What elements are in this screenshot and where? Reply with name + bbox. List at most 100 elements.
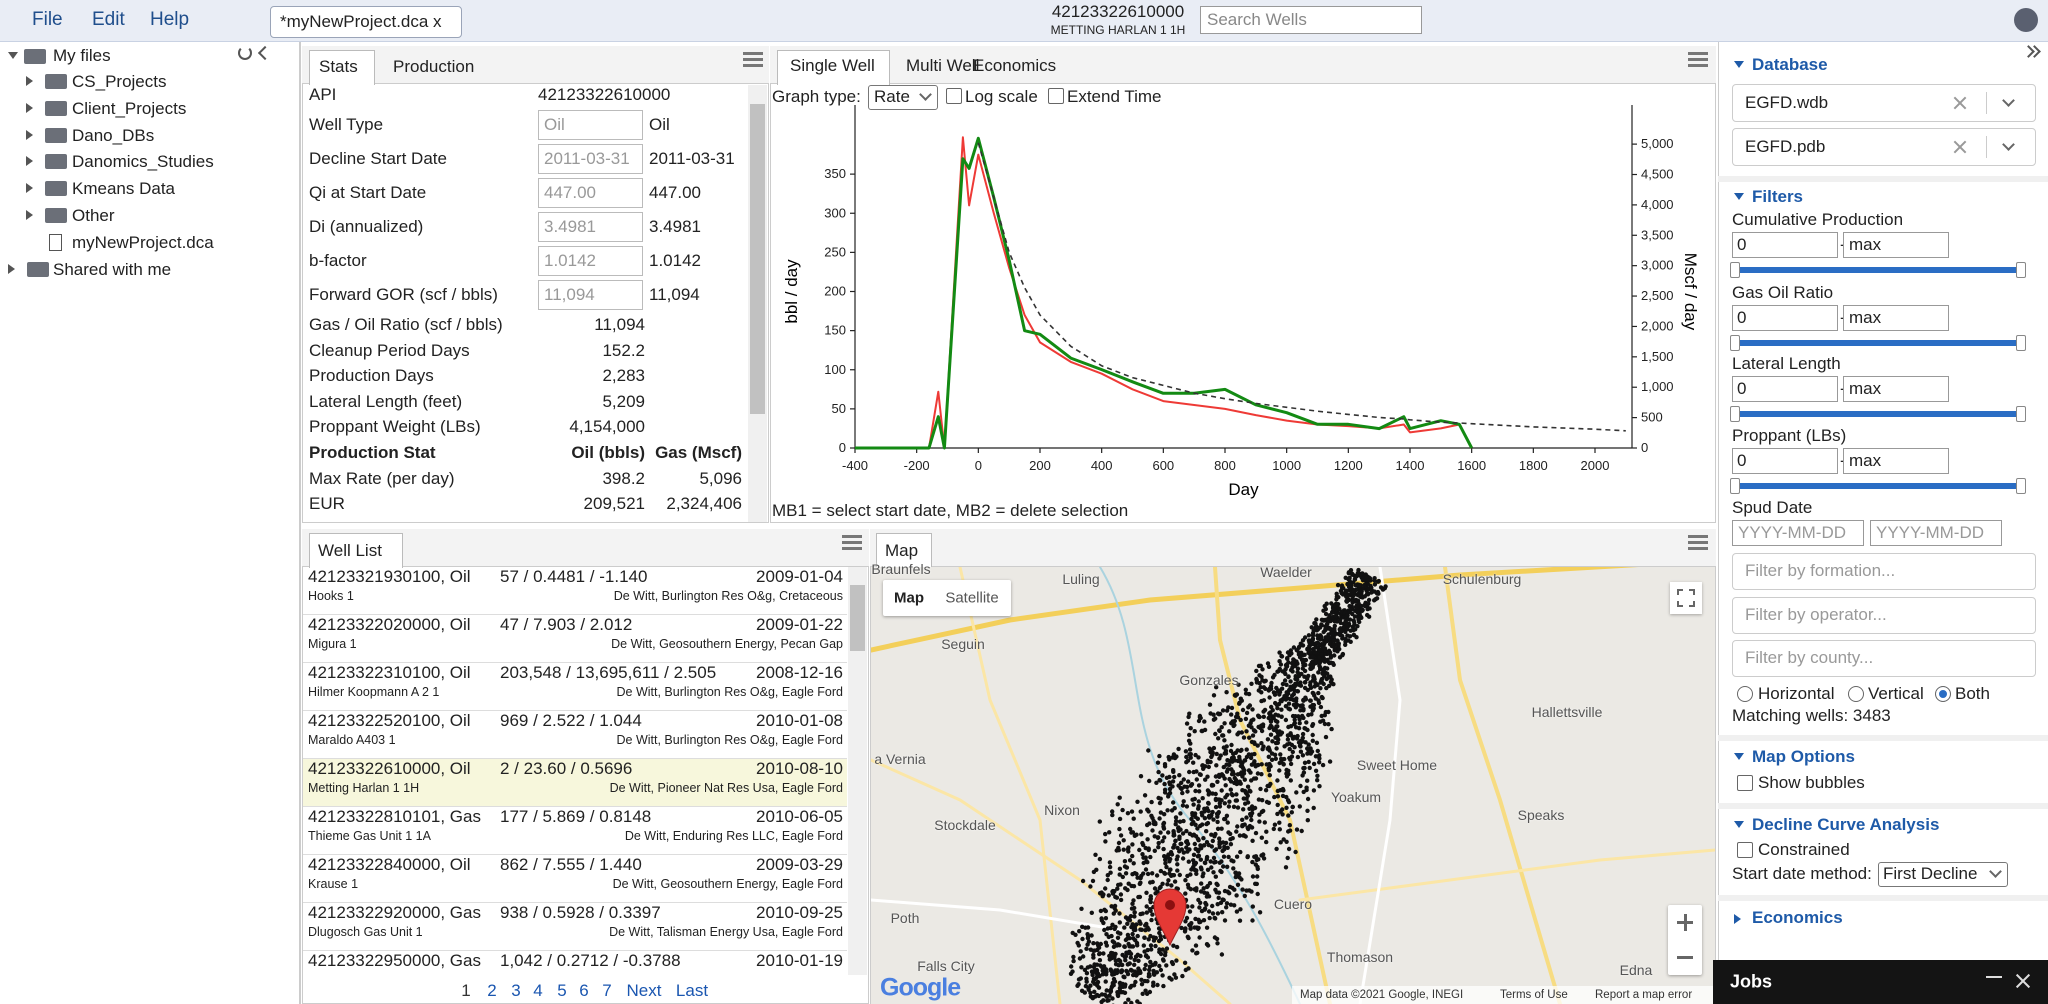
checkbox[interactable]	[1048, 88, 1064, 104]
well-row[interactable]	[303, 855, 847, 903]
well-row[interactable]	[303, 615, 847, 663]
checkbox[interactable]	[1737, 842, 1753, 858]
map-type-button[interactable]: Map	[894, 589, 924, 607]
user-icon[interactable]	[2014, 8, 2038, 32]
stat-input[interactable]	[538, 178, 643, 208]
tree-item[interactable]: My files	[53, 46, 111, 65]
page-link[interactable]: 3	[511, 981, 521, 1000]
well-row[interactable]	[303, 567, 847, 615]
well-row[interactable]	[303, 759, 847, 807]
tab-label[interactable]: Multi Well	[906, 56, 980, 75]
menu-icon[interactable]	[1688, 58, 1708, 61]
section-header[interactable]: Decline Curve Analysis	[1752, 815, 1940, 834]
menu-item[interactable]: Edit	[92, 9, 125, 30]
stat-input[interactable]	[538, 212, 643, 242]
menu-icon[interactable]	[1688, 535, 1708, 538]
database-select[interactable]	[1732, 128, 2036, 166]
range-max-input[interactable]	[1843, 232, 1949, 258]
menu-icon[interactable]	[842, 541, 862, 544]
range-max-input[interactable]	[1843, 448, 1949, 474]
range-min-input[interactable]	[1732, 232, 1838, 258]
jobs-bar[interactable]	[1713, 960, 2048, 1004]
radio[interactable]	[1848, 686, 1864, 702]
stat-input[interactable]	[538, 144, 643, 174]
page-link[interactable]: 6	[579, 981, 589, 1000]
page-link[interactable]: 2	[487, 981, 497, 1000]
well-row[interactable]	[303, 903, 847, 951]
tree-item[interactable]: myNewProject.dca	[72, 233, 214, 252]
menu-icon[interactable]	[1688, 541, 1708, 544]
section-header[interactable]: Map Options	[1752, 747, 1855, 766]
range-slider[interactable]	[1732, 483, 2022, 489]
section-header[interactable]: Filters	[1752, 187, 1804, 206]
checkbox[interactable]	[946, 88, 962, 104]
map-attribution[interactable]: Report a map error	[1595, 989, 1693, 1001]
page-link[interactable]: 5	[557, 981, 567, 1000]
range-slider[interactable]	[1732, 411, 2022, 417]
tree-item[interactable]: Shared with me	[53, 260, 172, 279]
menu-icon[interactable]	[842, 547, 862, 550]
refresh-icon[interactable]	[238, 46, 252, 60]
tab-label[interactable]: Map	[885, 541, 919, 560]
text-filter[interactable]	[1732, 640, 2036, 677]
radio[interactable]	[1935, 686, 1951, 702]
tab[interactable]	[309, 533, 403, 568]
map-canvas[interactable]	[871, 567, 1715, 1004]
page-link[interactable]: Last	[675, 981, 709, 1000]
menu-icon[interactable]	[1688, 52, 1708, 55]
radio[interactable]	[1737, 686, 1753, 702]
tree-item[interactable]: Kmeans Data	[72, 179, 175, 199]
menu-icon[interactable]	[1688, 64, 1708, 67]
tab-label[interactable]: Single Well	[790, 56, 875, 75]
section-header[interactable]: Economics	[1752, 908, 1843, 927]
tab-label[interactable]: Production	[393, 57, 475, 76]
minimize-icon[interactable]	[1986, 976, 2002, 978]
slider-handle[interactable]	[1730, 478, 1740, 494]
range-slider[interactable]	[1732, 267, 2022, 273]
stat-input[interactable]	[538, 246, 643, 276]
page-link[interactable]: 4	[533, 981, 543, 1000]
tab-label[interactable]: Stats	[319, 57, 358, 76]
scrollbar-thumb[interactable]	[750, 104, 765, 414]
menu-icon[interactable]	[842, 535, 862, 538]
page-link[interactable]: 1	[461, 981, 471, 1000]
zoom-out[interactable]	[1677, 956, 1693, 959]
tree-item[interactable]: Dano_DBs	[72, 125, 155, 145]
menu-icon[interactable]	[1688, 547, 1708, 550]
range-max-input[interactable]	[1843, 305, 1949, 331]
menu-item[interactable]: File	[32, 9, 63, 30]
stat-input[interactable]	[538, 110, 643, 140]
tab[interactable]	[876, 533, 932, 568]
slider-handle[interactable]	[2016, 406, 2026, 422]
menu-icon[interactable]	[743, 64, 763, 67]
slider-handle[interactable]	[2016, 335, 2026, 351]
range-min-input[interactable]	[1732, 448, 1838, 474]
page-link[interactable]: 7	[602, 981, 612, 1000]
checkbox[interactable]	[1737, 775, 1753, 791]
date-input[interactable]	[1732, 520, 1864, 546]
menu-icon[interactable]	[743, 58, 763, 61]
slider-handle[interactable]	[1730, 406, 1740, 422]
range-min-input[interactable]	[1732, 305, 1838, 331]
select[interactable]	[1878, 862, 2008, 887]
fullscreen-button[interactable]	[1670, 582, 1702, 614]
tab-label[interactable]: Well List	[318, 541, 382, 560]
stat-input[interactable]	[538, 280, 643, 310]
tree-item[interactable]: CS_Projects	[72, 72, 167, 91]
well-row[interactable]	[303, 663, 847, 711]
map-pin[interactable]	[1153, 888, 1187, 947]
collapse-tree-icon[interactable]	[257, 45, 273, 61]
tab[interactable]	[777, 50, 890, 85]
slider-handle[interactable]	[2016, 262, 2026, 278]
range-max-input[interactable]	[1843, 376, 1949, 402]
tree-item[interactable]: Client_Projects	[72, 98, 187, 118]
section-header[interactable]: Database	[1752, 55, 1828, 74]
tree-item[interactable]: Other	[72, 206, 115, 225]
slider-handle[interactable]	[1730, 335, 1740, 351]
well-row[interactable]	[303, 807, 847, 855]
well-row[interactable]	[303, 711, 847, 759]
menu-item[interactable]: Help	[150, 9, 190, 30]
file-tab[interactable]	[270, 6, 462, 38]
zoom-in[interactable]	[1684, 914, 1687, 931]
menu-icon[interactable]	[743, 52, 763, 55]
